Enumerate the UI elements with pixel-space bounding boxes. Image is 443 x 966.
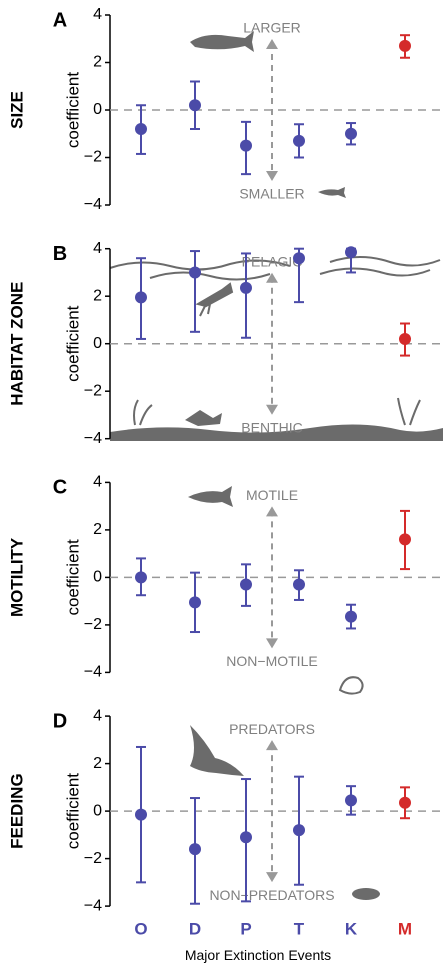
point	[399, 796, 411, 809]
point	[293, 578, 305, 591]
y-tick-label: 4	[93, 707, 102, 724]
panel-label: C	[53, 477, 67, 499]
y-axis-label: coefficient	[63, 539, 82, 616]
point	[240, 578, 252, 591]
annotation-top: LARGER	[243, 20, 301, 36]
y-tick-label: −4	[84, 664, 102, 681]
point	[345, 127, 357, 140]
point	[240, 281, 252, 294]
point	[189, 843, 201, 856]
point	[293, 134, 305, 147]
y-tick-label: −2	[84, 616, 102, 633]
annotation-top: PELAGIC	[242, 253, 303, 269]
y-tick-label: −2	[84, 382, 102, 399]
y-tick-label: −2	[84, 149, 102, 166]
point	[135, 808, 147, 821]
point	[399, 533, 411, 546]
y-tick-label: 2	[93, 521, 102, 538]
ray	[185, 410, 222, 426]
point	[189, 99, 201, 112]
annotation-bottom: BENTHIC	[241, 419, 302, 435]
x-tick-label: D	[189, 920, 201, 939]
point	[293, 824, 305, 837]
y-tick-label: −2	[84, 850, 102, 867]
y-tick-label: 2	[93, 54, 102, 71]
y-axis-label: coefficient	[63, 305, 82, 382]
y-tick-label: 2	[93, 287, 102, 304]
x-tick-label: T	[294, 920, 305, 939]
panel-title: FEEDING	[7, 773, 26, 849]
y-tick-label: 0	[93, 802, 102, 819]
annotation-bottom: NON−PREDATORS	[209, 887, 334, 903]
point	[399, 332, 411, 345]
point	[345, 246, 357, 259]
point	[240, 139, 252, 152]
y-tick-label: −4	[84, 196, 102, 213]
annotation-top: MOTILE	[246, 487, 298, 503]
y-axis-label: coefficient	[63, 72, 82, 149]
squid	[195, 282, 234, 317]
point	[189, 266, 201, 279]
y-axis-label: coefficient	[63, 773, 82, 850]
shell-outline	[338, 676, 364, 695]
fish-small	[318, 187, 346, 198]
point	[345, 610, 357, 623]
point	[345, 794, 357, 807]
x-tick-label: P	[240, 920, 251, 939]
annotation-bottom: SMALLER	[239, 186, 304, 202]
point	[399, 39, 411, 52]
y-tick-label: −4	[84, 897, 102, 914]
point	[293, 252, 305, 265]
shark	[190, 725, 244, 776]
shell	[352, 888, 380, 900]
y-tick-label: 0	[93, 101, 102, 118]
y-tick-label: 4	[93, 6, 102, 23]
y-tick-label: 0	[93, 335, 102, 352]
y-tick-label: 4	[93, 240, 102, 257]
y-tick-label: −4	[84, 430, 102, 447]
x-tick-label: M	[398, 920, 412, 939]
panel-label: A	[53, 9, 67, 31]
y-tick-label: 0	[93, 569, 102, 586]
x-axis-label: Major Extinction Events	[185, 947, 331, 963]
panel-title: HABITAT ZONE	[7, 282, 26, 406]
fish-motile	[188, 486, 233, 507]
panel-label: D	[53, 710, 67, 732]
point	[189, 596, 201, 609]
point	[240, 831, 252, 844]
point	[135, 291, 147, 304]
panel-title: MOTILITY	[7, 537, 26, 617]
y-tick-label: 4	[93, 474, 102, 491]
x-tick-label: K	[345, 920, 358, 939]
annotation-bottom: NON−MOTILE	[226, 653, 317, 669]
annotation-top: PREDATORS	[229, 721, 315, 737]
panel-title: SIZE	[7, 91, 26, 129]
silhouettes	[110, 31, 443, 900]
x-tick-label: O	[134, 920, 147, 939]
y-tick-label: 2	[93, 755, 102, 772]
fish-large	[190, 31, 254, 52]
point	[135, 571, 147, 584]
panel-label: B	[53, 243, 67, 265]
point	[135, 123, 147, 135]
seafloor	[110, 424, 443, 441]
